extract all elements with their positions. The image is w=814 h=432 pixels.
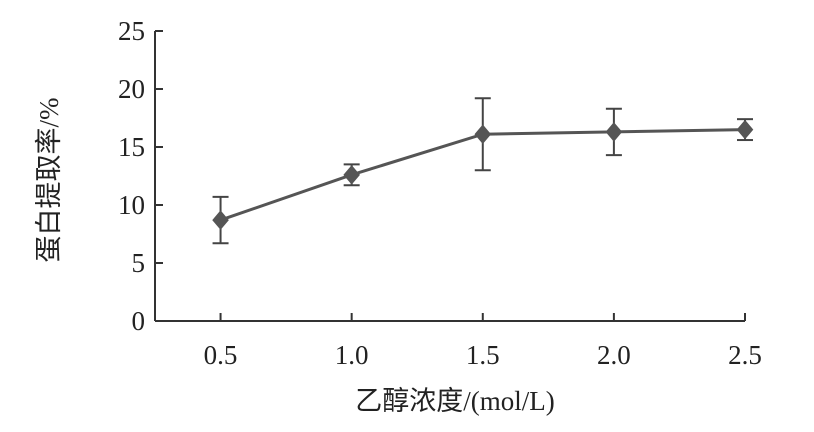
data-point-marker xyxy=(343,165,360,185)
x-tick-label: 2.0 xyxy=(597,340,631,370)
y-tick-label: 5 xyxy=(132,248,146,278)
plot-area: 0 5 10 15 20 25 0.5 1.0 1.5 2.0 2.5 xyxy=(118,16,762,370)
y-tick-label: 15 xyxy=(118,132,145,162)
y-tick-label: 10 xyxy=(118,190,145,220)
x-tick-label: 1.0 xyxy=(335,340,369,370)
x-axis-ticks: 0.5 1.0 1.5 2.0 2.5 xyxy=(204,313,762,370)
y-tick-label: 0 xyxy=(132,306,146,336)
data-point-marker xyxy=(736,119,754,140)
series-layer xyxy=(212,97,754,245)
x-tick-label: 0.5 xyxy=(204,340,238,370)
data-point-marker xyxy=(212,210,229,230)
y-axis-ticks: 0 5 10 15 20 25 xyxy=(118,16,163,336)
x-tick-label: 1.5 xyxy=(466,340,500,370)
y-tick-label: 20 xyxy=(118,74,145,104)
y-axis-title: 蛋白提取率/% xyxy=(34,98,64,263)
data-point-marker xyxy=(474,124,492,145)
data-point-marker xyxy=(605,122,623,142)
x-axis-title: 乙醇浓度/(mol/L) xyxy=(355,386,554,416)
y-tick-label: 25 xyxy=(118,16,145,46)
x-tick-label: 2.5 xyxy=(728,340,762,370)
